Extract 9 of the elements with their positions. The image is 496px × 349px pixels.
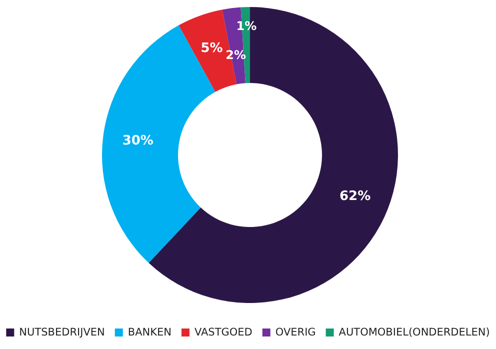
legend-label: VASTGOED bbox=[194, 326, 252, 338]
legend-label: OVERIG bbox=[275, 326, 316, 338]
data-label: 62% bbox=[340, 189, 371, 204]
data-label: 5% bbox=[200, 41, 223, 56]
data-label: 1% bbox=[236, 19, 257, 34]
legend-label: NUTSBEDRIJVEN bbox=[19, 326, 105, 338]
legend-label: BANKEN bbox=[128, 326, 172, 338]
legend-label: AUTOMOBIEL(ONDERDELEN) bbox=[338, 326, 490, 338]
data-label: 30% bbox=[122, 133, 154, 148]
